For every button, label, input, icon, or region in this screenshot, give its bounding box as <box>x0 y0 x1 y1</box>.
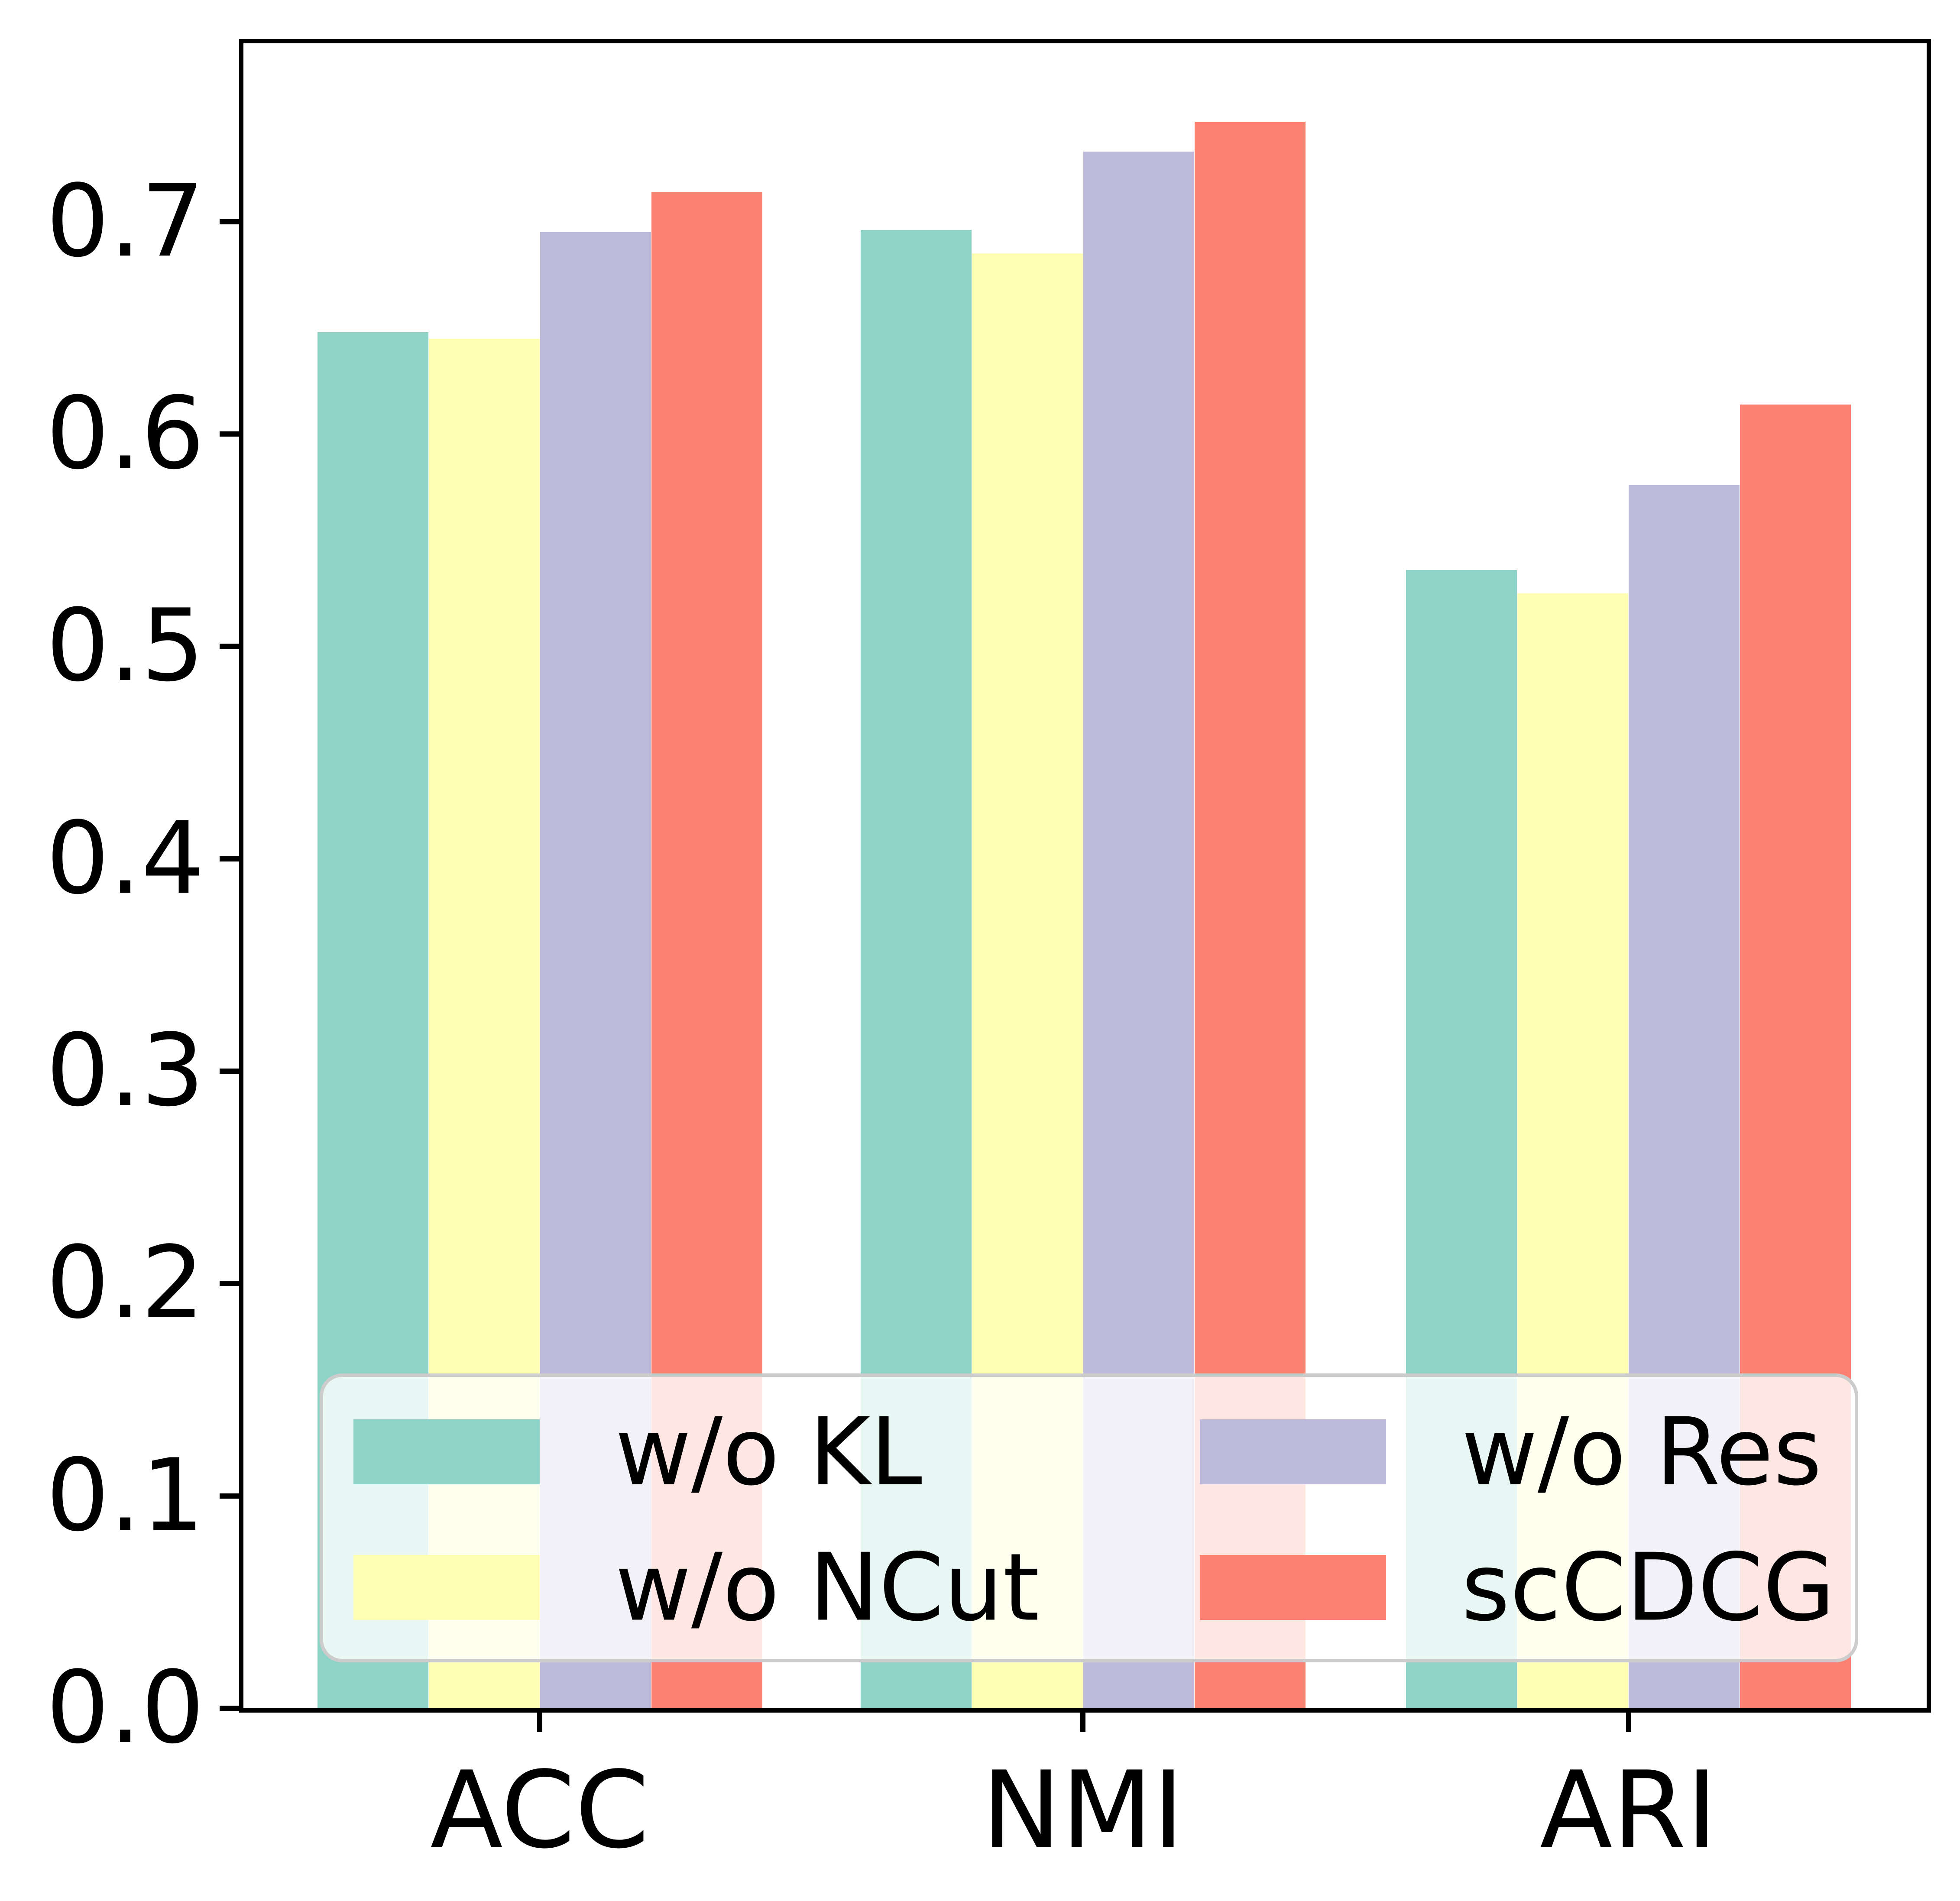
legend-swatch-w-o-ncut <box>353 1555 540 1620</box>
y-tick-0.5 <box>220 644 239 649</box>
y-tick-0.1 <box>220 1493 239 1499</box>
y-tick-label-0.0: 0.0 <box>46 1650 204 1766</box>
y-tick-label-0.5: 0.5 <box>46 588 204 704</box>
x-tick-acc <box>537 1713 542 1732</box>
x-tick-label-acc: ACC <box>430 1749 649 1872</box>
y-tick-label-0.3: 0.3 <box>46 1013 204 1129</box>
y-tick-label-0.4: 0.4 <box>46 801 204 916</box>
legend-label-w-o-kl: w/o KL <box>615 1397 922 1506</box>
x-tick-label-ari: ARI <box>1539 1749 1718 1872</box>
y-tick-0.6 <box>220 431 239 437</box>
legend-box: w/o KL w/o NCut w/o Res scCDCG <box>320 1373 1858 1662</box>
y-tick-label-0.1: 0.1 <box>46 1438 204 1554</box>
y-tick-0.4 <box>220 856 239 861</box>
x-tick-nmi <box>1080 1713 1085 1732</box>
y-tick-label-0.6: 0.6 <box>46 376 204 492</box>
y-tick-0.7 <box>220 219 239 224</box>
y-tick-0.3 <box>220 1069 239 1074</box>
y-tick-0.2 <box>220 1281 239 1286</box>
legend-label-w-o-res: w/o Res <box>1461 1397 1822 1506</box>
x-tick-label-nmi: NMI <box>982 1749 1184 1872</box>
legend-swatch-w-o-kl <box>353 1419 540 1484</box>
legend-swatch-w-o-res <box>1200 1419 1386 1484</box>
legend-label-sccdcg: scCDCG <box>1461 1533 1835 1642</box>
x-tick-ari <box>1626 1713 1631 1732</box>
legend-swatch-sccdcg <box>1200 1555 1386 1620</box>
y-tick-label-0.7: 0.7 <box>46 164 204 279</box>
y-tick-label-0.2: 0.2 <box>46 1225 204 1341</box>
legend-label-w-o-ncut: w/o NCut <box>615 1533 1040 1642</box>
y-tick-0.0 <box>220 1706 239 1711</box>
